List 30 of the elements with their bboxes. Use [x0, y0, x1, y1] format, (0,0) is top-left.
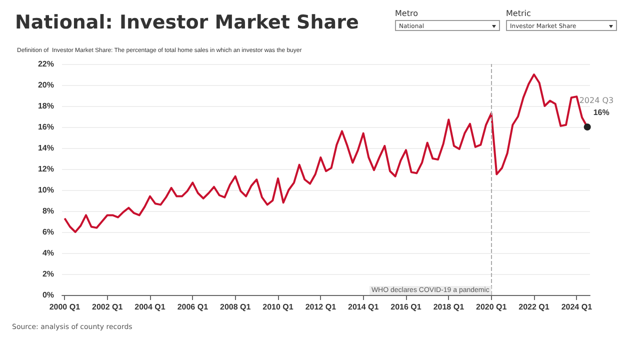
y-tick-label: 6% — [42, 228, 54, 236]
y-tick-label: 22% — [38, 60, 54, 68]
x-tick-label: 2020 Q1 — [476, 302, 508, 312]
y-tick-label: 8% — [42, 206, 54, 216]
annotation: 2024 Q3 — [579, 96, 614, 105]
y-tick-label: 20% — [38, 80, 54, 90]
x-tick-label: 2000 Q1 — [49, 302, 81, 312]
x-tick-label: 2018 Q1 — [433, 302, 465, 312]
x-tick-label: 2022 Q1 — [518, 302, 550, 312]
x-tick-label: 2010 Q1 — [262, 302, 294, 312]
x-tick-label: 2014 Q1 — [348, 302, 380, 312]
y-tick-label: 4% — [42, 248, 54, 258]
x-tick-label: 2024 Q1 — [561, 302, 593, 312]
x-tick-label: 2004 Q1 — [134, 302, 166, 312]
text: Metro — [395, 9, 418, 18]
x-tick-label: 2002 Q1 — [92, 302, 124, 312]
x-tick-label: 2006 Q1 — [177, 302, 209, 312]
data-label: 16% — [593, 108, 610, 117]
y-tick-label: 14% — [38, 144, 54, 152]
text: Metric — [506, 9, 531, 18]
x-tick-label: 2012 Q1 — [305, 302, 337, 312]
y-tick-label: 2% — [42, 270, 54, 278]
y-tick-label: 16% — [38, 122, 54, 132]
y-tick-label: 12% — [38, 164, 54, 174]
y-tick-label: 18% — [38, 102, 54, 110]
y-tick-label: 10% — [38, 186, 54, 194]
y-tick-label: 0% — [42, 290, 54, 300]
chart-title: National: Investor Market Share — [15, 12, 359, 34]
x-tick-label: 2008 Q1 — [220, 302, 252, 312]
x-tick-label: 2016 Q1 — [390, 302, 422, 312]
